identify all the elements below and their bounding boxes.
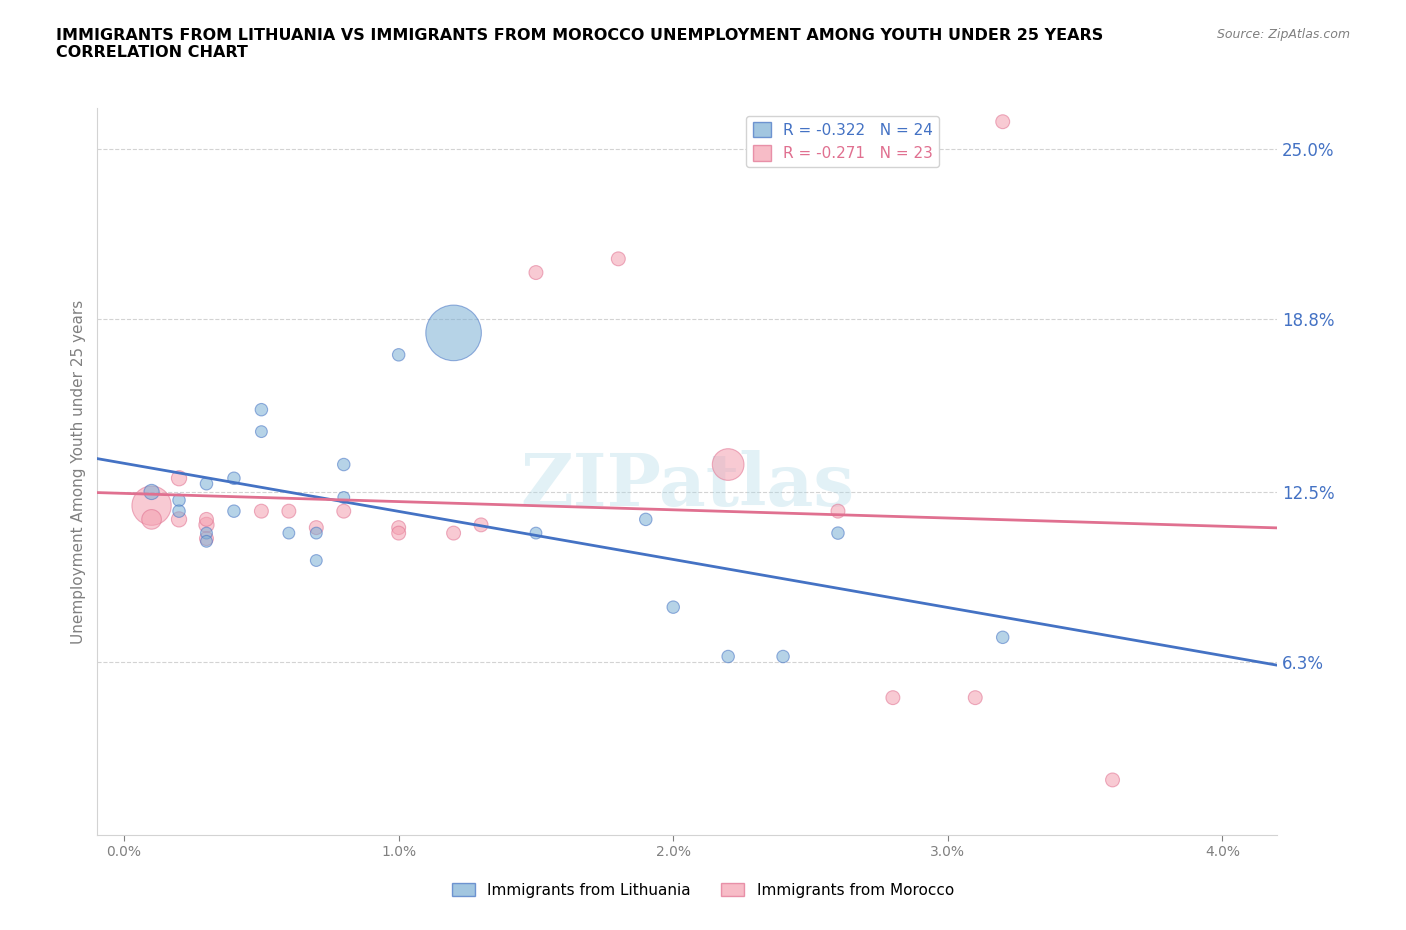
Immigrants from Morocco — [277, 504, 299, 519]
Immigrants from Lithuania — [141, 485, 163, 499]
Immigrants from Morocco — [305, 520, 328, 535]
Immigrants from Morocco — [388, 520, 411, 535]
Immigrants from Lithuania — [222, 471, 245, 485]
Immigrants from Morocco — [195, 531, 218, 546]
Immigrants from Morocco — [607, 251, 630, 266]
Immigrants from Morocco — [141, 512, 163, 526]
Immigrants from Lithuania — [305, 553, 328, 568]
Immigrants from Lithuania — [772, 649, 794, 664]
Immigrants from Lithuania — [827, 525, 849, 540]
Immigrants from Lithuania — [250, 403, 273, 418]
Immigrants from Lithuania — [332, 490, 354, 505]
Immigrants from Morocco — [167, 471, 190, 485]
Immigrants from Morocco — [827, 504, 849, 519]
Immigrants from Lithuania — [305, 525, 328, 540]
Immigrants from Morocco — [470, 517, 492, 532]
Text: ZIPatlas: ZIPatlas — [520, 450, 853, 522]
Immigrants from Lithuania — [250, 424, 273, 439]
Immigrants from Lithuania — [195, 476, 218, 491]
Immigrants from Morocco — [332, 504, 354, 519]
Immigrants from Morocco — [1101, 773, 1123, 788]
Immigrants from Morocco — [141, 498, 163, 513]
Immigrants from Lithuania — [222, 504, 245, 519]
Immigrants from Morocco — [388, 525, 411, 540]
Immigrants from Lithuania — [277, 525, 299, 540]
Immigrants from Lithuania — [991, 630, 1014, 644]
Immigrants from Morocco — [250, 504, 273, 519]
Immigrants from Morocco — [717, 458, 740, 472]
Immigrants from Lithuania — [717, 649, 740, 664]
Immigrants from Morocco — [195, 517, 218, 532]
Immigrants from Morocco — [991, 114, 1014, 129]
Immigrants from Morocco — [965, 690, 987, 705]
Immigrants from Morocco — [524, 265, 547, 280]
Text: Source: ZipAtlas.com: Source: ZipAtlas.com — [1216, 28, 1350, 41]
Immigrants from Lithuania — [388, 348, 411, 363]
Immigrants from Lithuania — [634, 512, 657, 526]
Y-axis label: Unemployment Among Youth under 25 years: Unemployment Among Youth under 25 years — [72, 299, 86, 644]
Legend: R = -0.322   N = 24, R = -0.271   N = 23: R = -0.322 N = 24, R = -0.271 N = 23 — [747, 115, 939, 167]
Immigrants from Lithuania — [443, 326, 465, 340]
Immigrants from Lithuania — [167, 504, 190, 519]
Immigrants from Morocco — [882, 690, 904, 705]
Text: IMMIGRANTS FROM LITHUANIA VS IMMIGRANTS FROM MOROCCO UNEMPLOYMENT AMONG YOUTH UN: IMMIGRANTS FROM LITHUANIA VS IMMIGRANTS … — [56, 28, 1104, 60]
Immigrants from Lithuania — [332, 458, 354, 472]
Immigrants from Morocco — [443, 525, 465, 540]
Immigrants from Lithuania — [195, 525, 218, 540]
Immigrants from Morocco — [167, 512, 190, 526]
Immigrants from Lithuania — [662, 600, 685, 615]
Immigrants from Lithuania — [167, 493, 190, 508]
Legend: Immigrants from Lithuania, Immigrants from Morocco: Immigrants from Lithuania, Immigrants fr… — [446, 876, 960, 904]
Immigrants from Lithuania — [524, 525, 547, 540]
Immigrants from Lithuania — [195, 534, 218, 549]
Immigrants from Morocco — [195, 512, 218, 526]
